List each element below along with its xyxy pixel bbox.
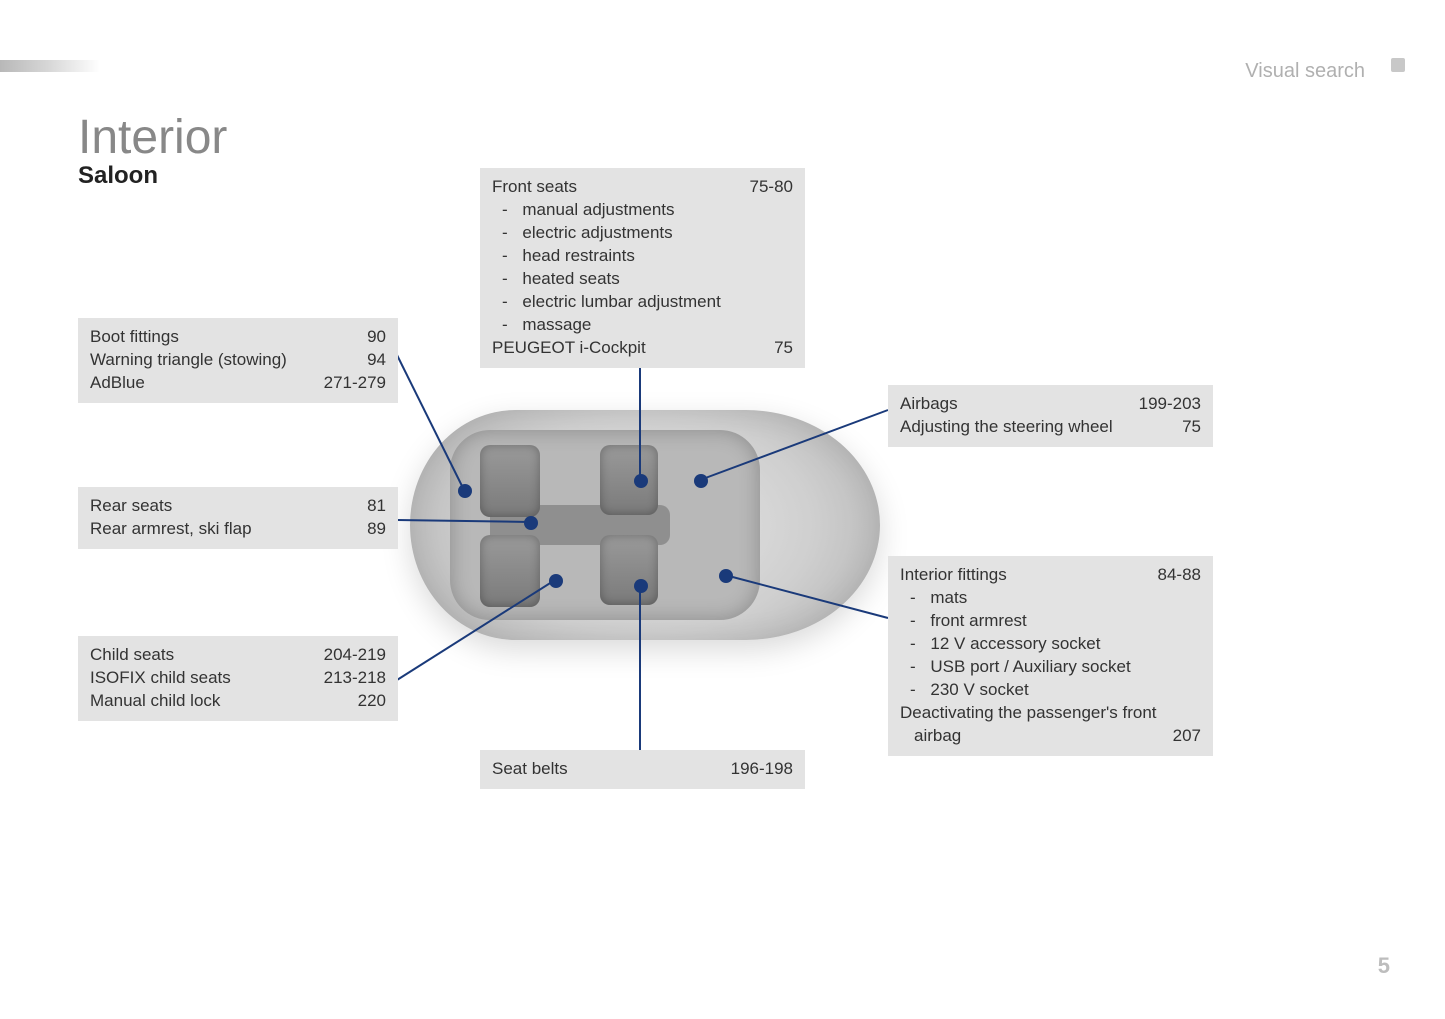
callout-marker bbox=[634, 474, 648, 488]
pages: 75-80 bbox=[750, 176, 793, 199]
callout-marker bbox=[719, 569, 733, 583]
label: PEUGEOT i-Cockpit bbox=[492, 337, 646, 360]
header-section-label: Visual search bbox=[1245, 60, 1365, 83]
car-illustration bbox=[410, 410, 880, 640]
interior-fittings-bullets: mats front armrest 12 V accessory socket… bbox=[900, 587, 1201, 702]
extra-label-line2: airbag bbox=[914, 725, 961, 748]
callout-front-seats: Front seats 75-80 manual adjustments elec… bbox=[480, 168, 805, 368]
page-title: Interior bbox=[78, 110, 227, 165]
pages: 271-279 bbox=[324, 372, 386, 395]
pages: 75 bbox=[774, 337, 793, 360]
pages: 207 bbox=[1173, 725, 1201, 748]
seat-front-right bbox=[600, 535, 658, 605]
label: Airbags bbox=[900, 393, 958, 416]
callout-marker bbox=[694, 474, 708, 488]
callout-airbags: Airbags 199-203 Adjusting the steering wh… bbox=[888, 385, 1213, 447]
seat-rear-right bbox=[480, 535, 540, 607]
label: Manual child lock bbox=[90, 690, 220, 713]
label: Child seats bbox=[90, 644, 174, 667]
label: Seat belts bbox=[492, 758, 568, 781]
callout-seat-belts: Seat belts 196-198 bbox=[480, 750, 805, 789]
callout-marker bbox=[549, 574, 563, 588]
bullet-item: 12 V accessory socket bbox=[930, 633, 1100, 656]
pages: 196-198 bbox=[731, 758, 793, 781]
label: ISOFIX child seats bbox=[90, 667, 231, 690]
bullet-item: manual adjustments bbox=[522, 199, 674, 222]
label: Boot fittings bbox=[90, 326, 179, 349]
pages: 220 bbox=[358, 690, 386, 713]
page-subtitle: Saloon bbox=[78, 162, 158, 190]
bullet-item: heated seats bbox=[522, 268, 619, 291]
page-number: 5 bbox=[1378, 953, 1390, 979]
top-gradient-bar bbox=[0, 60, 100, 72]
bullet-item: head restraints bbox=[522, 245, 634, 268]
pages: 84-88 bbox=[1158, 564, 1201, 587]
bullet-item: electric adjustments bbox=[522, 222, 672, 245]
extra-label-line1: Deactivating the passenger's front bbox=[900, 702, 1201, 725]
pages: 81 bbox=[367, 495, 386, 518]
bullet-item: USB port / Auxiliary socket bbox=[930, 656, 1130, 679]
label: Warning triangle (stowing) bbox=[90, 349, 287, 372]
seat-front-left bbox=[600, 445, 658, 515]
front-seats-bullets: manual adjustments electric adjustments … bbox=[492, 199, 793, 337]
bullet-item: mats bbox=[930, 587, 967, 610]
callout-boot: Boot fittings 90 Warning triangle (stowin… bbox=[78, 318, 398, 403]
pages: 90 bbox=[367, 326, 386, 349]
label: Adjusting the steering wheel bbox=[900, 416, 1113, 439]
callout-rear-seats: Rear seats 81 Rear armrest, ski flap 89 bbox=[78, 487, 398, 549]
pages: 94 bbox=[367, 349, 386, 372]
label: Rear armrest, ski flap bbox=[90, 518, 252, 541]
callout-marker bbox=[634, 579, 648, 593]
callout-marker bbox=[458, 484, 472, 498]
seat-rear-left bbox=[480, 445, 540, 517]
pages: 213-218 bbox=[324, 667, 386, 690]
pages: 75 bbox=[1182, 416, 1201, 439]
bullet-item: massage bbox=[522, 314, 591, 337]
bullet-item: electric lumbar adjustment bbox=[522, 291, 720, 314]
callout-marker bbox=[524, 516, 538, 530]
label: Rear seats bbox=[90, 495, 172, 518]
label: AdBlue bbox=[90, 372, 145, 395]
pages: 199-203 bbox=[1139, 393, 1201, 416]
callout-interior-fittings: Interior fittings 84-88 mats front armres… bbox=[888, 556, 1213, 756]
label: Interior fittings bbox=[900, 564, 1007, 587]
header-square-icon bbox=[1391, 58, 1405, 72]
pages: 89 bbox=[367, 518, 386, 541]
bullet-item: 230 V socket bbox=[930, 679, 1028, 702]
callout-child-seats: Child seats 204-219 ISOFIX child seats 213… bbox=[78, 636, 398, 721]
label: Front seats bbox=[492, 176, 577, 199]
pages: 204-219 bbox=[324, 644, 386, 667]
bullet-item: front armrest bbox=[930, 610, 1026, 633]
